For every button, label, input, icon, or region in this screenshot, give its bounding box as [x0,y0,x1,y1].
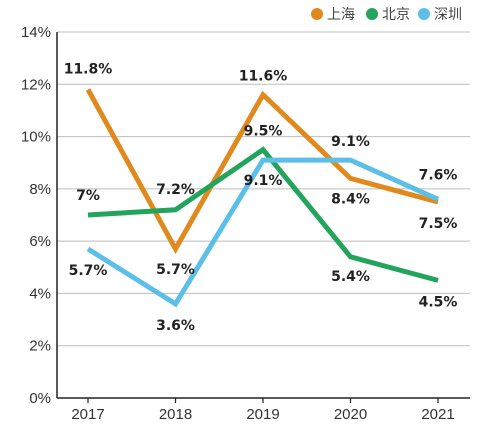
data-label: 7.6% [419,167,458,183]
series-lines [85,88,440,308]
y-tick-label: 4% [29,285,51,302]
data-label: 7.5% [419,216,458,232]
data-label: 9.1% [331,134,370,150]
legend-marker [366,8,378,20]
data-label: 11.6% [239,69,288,85]
y-tick-label: 0% [29,390,51,407]
x-tick-label: 2018 [159,406,192,423]
legend: 上海 北京 深圳 [311,7,462,23]
y-tick-label: 10% [21,129,51,146]
legend-label: 深圳 [434,7,462,23]
y-axis: 0% 2% 4% 6% 8% 10% 12% 14% [21,24,58,407]
data-label: 5.4% [331,269,370,285]
data-label: 3.6% [156,318,195,334]
x-tick-label: 2017 [71,406,104,423]
data-label: 9.5% [244,124,283,140]
series-line-2 [86,157,440,308]
y-tick-label: 6% [29,233,51,250]
data-label: 4.5% [419,294,458,310]
y-tick-label: 2% [29,338,51,355]
data-label: 8.4% [331,191,370,207]
series-line-1 [87,146,439,283]
legend-label: 北京 [382,7,410,23]
data-label: 9.1% [244,173,283,189]
data-labels: 11.8% 5.7% 11.6% 8.4% 7.5% 7% 7.2% 9.5% 5.4% 4.5%… [64,62,458,334]
x-tick-label: 2019 [246,406,279,423]
x-tick-label: 2020 [334,406,367,423]
series-line-0 [85,88,439,255]
data-label: 7.2% [156,182,195,198]
legend-label: 上海 [327,7,355,23]
y-tick-label: 8% [29,181,51,198]
data-label: 5.7% [69,263,108,279]
data-label: 11.8% [64,62,113,78]
y-tick-label: 14% [21,24,51,41]
legend-marker [418,8,430,20]
x-tick-label: 2021 [421,406,454,423]
grid-lines [57,31,470,399]
data-label: 7% [76,188,100,204]
y-tick-label: 12% [21,76,51,93]
legend-marker [311,8,323,20]
data-label: 5.7% [156,262,195,278]
x-axis: 2017 2018 2019 2020 2021 [57,397,470,423]
